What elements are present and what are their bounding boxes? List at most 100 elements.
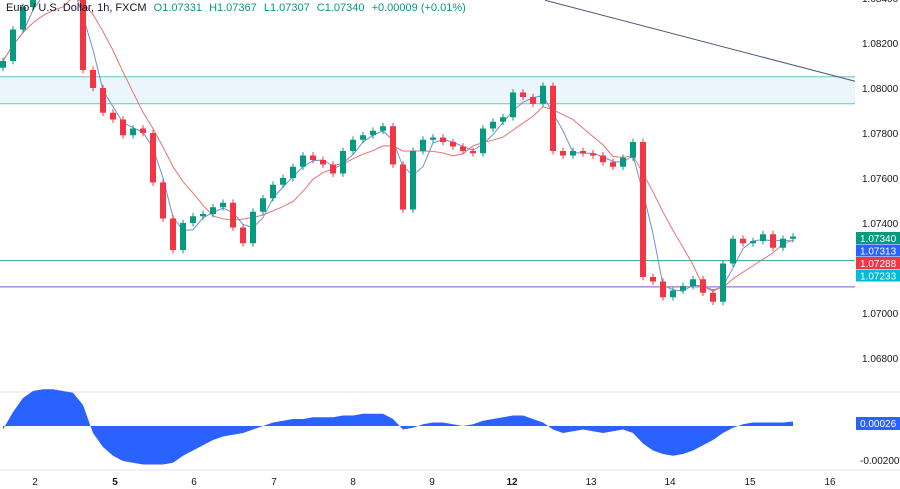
oscillator-area xyxy=(3,389,793,465)
candle-body xyxy=(120,119,126,136)
candle-body xyxy=(750,241,756,244)
price-tick-label: 1.07600 xyxy=(862,174,899,185)
candle-body xyxy=(610,162,616,167)
candle-body xyxy=(740,238,746,244)
candle-body xyxy=(660,281,666,298)
candle-body xyxy=(430,137,436,140)
time-tick-label: 8 xyxy=(350,477,356,488)
candle-body xyxy=(760,234,766,241)
oscillator-value-label: 0.00026 xyxy=(860,419,897,430)
price-tick-label: 1.07800 xyxy=(862,129,899,140)
candle-body xyxy=(100,88,106,113)
price-label-badge xyxy=(856,257,900,269)
candle-body xyxy=(680,286,686,291)
candle-body xyxy=(490,121,496,129)
candle-body xyxy=(180,223,186,250)
candle-body xyxy=(670,290,676,298)
oscillator-tick-label: -0.00200 xyxy=(860,456,900,467)
candle-body xyxy=(310,155,316,160)
candle-body xyxy=(460,146,466,151)
price-label-text: 1.07233 xyxy=(860,272,897,283)
candle-body xyxy=(140,128,146,133)
candle-body xyxy=(30,0,36,7)
close-value: C1.07340 xyxy=(316,2,365,14)
candle-body xyxy=(270,184,276,199)
time-tick-label: 9 xyxy=(429,477,435,488)
price-label-text: 1.07313 xyxy=(860,247,897,258)
price-label-badge xyxy=(856,232,900,244)
candle-body xyxy=(410,151,416,210)
candle-body xyxy=(560,151,566,156)
candle-body xyxy=(420,139,426,151)
candle-body xyxy=(280,178,286,185)
candle-body xyxy=(150,133,156,183)
candle-body xyxy=(0,61,6,68)
candle-body xyxy=(710,292,716,302)
candle-body xyxy=(530,97,536,104)
candle-body xyxy=(360,135,366,140)
time-tick-label: 6 xyxy=(191,477,197,488)
price-tick-label: 1.08400 xyxy=(862,0,899,5)
candle-body xyxy=(210,207,216,214)
candle-body xyxy=(520,92,526,97)
fast-moving-average xyxy=(2,0,794,292)
candle-body xyxy=(540,85,546,104)
candle-body xyxy=(20,7,26,30)
candle-body xyxy=(790,236,796,239)
candle-body xyxy=(190,216,196,223)
time-tick-label: 5 xyxy=(112,477,118,488)
price-tick-label: 1.06800 xyxy=(862,354,899,365)
candle-body xyxy=(250,211,256,244)
candle-body xyxy=(10,29,16,61)
time-tick-label: 16 xyxy=(824,477,836,488)
candle-body xyxy=(170,218,176,250)
price-tick-label: 1.08000 xyxy=(862,84,899,95)
candle-body xyxy=(400,164,406,210)
price-tick-label: 1.07400 xyxy=(862,219,899,230)
candle-body xyxy=(200,214,206,217)
candle-body xyxy=(130,128,136,136)
candle-body xyxy=(340,151,346,174)
candle-body xyxy=(600,155,606,163)
candle-body xyxy=(480,128,486,154)
change-value: +0.00009 (+0.01%) xyxy=(371,2,466,14)
low-value: L1.07307 xyxy=(263,2,310,14)
time-tick-label: 7 xyxy=(271,477,277,488)
price-tick-label: 1.08200 xyxy=(862,39,899,50)
candle-body xyxy=(260,198,266,212)
candle-body xyxy=(730,238,736,264)
candle-body xyxy=(230,202,236,228)
candle-body xyxy=(470,151,476,154)
candle-body xyxy=(570,151,576,156)
candle-body xyxy=(550,85,556,151)
candle-body xyxy=(450,142,456,147)
candle-body xyxy=(300,155,306,167)
price-label-badge xyxy=(856,244,900,257)
candle-body xyxy=(700,279,706,293)
time-tick-label: 13 xyxy=(585,477,597,488)
chart-legend: Euro / U.S. Dollar, 1h, FXCM O1.07331 H1… xyxy=(6,2,470,14)
candle-body xyxy=(720,263,726,302)
candle-body xyxy=(290,166,296,178)
candle-body xyxy=(770,234,776,248)
candle-body xyxy=(160,182,166,219)
time-tick-label: 12 xyxy=(506,477,518,488)
candle-body xyxy=(90,70,96,88)
oscillator-value-badge xyxy=(856,417,900,430)
candle-body xyxy=(110,112,116,120)
resistance-zone xyxy=(0,76,855,104)
candle-body xyxy=(630,142,636,158)
price-tick-label: 1.07000 xyxy=(862,309,899,320)
slow-moving-average xyxy=(2,0,794,291)
price-label-text: 1.07340 xyxy=(860,234,897,245)
time-tick-label: 15 xyxy=(744,477,756,488)
candle-body xyxy=(350,139,356,151)
time-tick-label: 2 xyxy=(32,477,38,488)
candle-body xyxy=(330,164,336,174)
candle-body xyxy=(390,126,396,165)
candle-body xyxy=(240,227,246,244)
candle-body xyxy=(510,92,516,118)
time-tick-label: 14 xyxy=(664,477,676,488)
price-label-text: 1.07288 xyxy=(860,259,897,270)
